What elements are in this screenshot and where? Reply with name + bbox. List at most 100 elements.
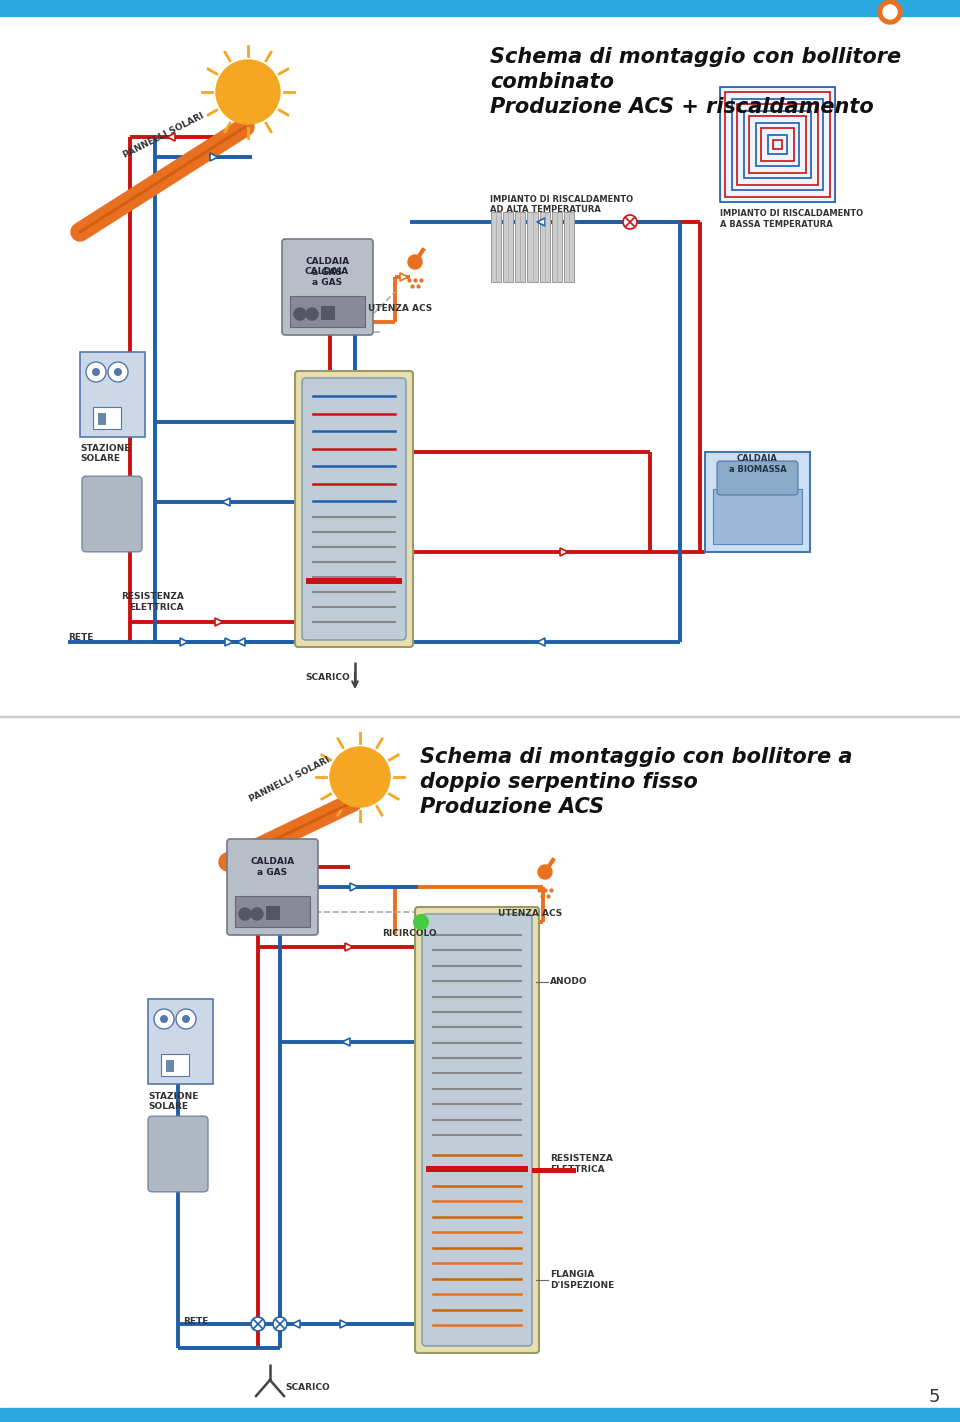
Bar: [705, 452, 810, 552]
FancyBboxPatch shape: [415, 907, 539, 1352]
Circle shape: [160, 1015, 168, 1022]
Polygon shape: [237, 638, 245, 646]
Text: Schema di montaggio con bollitore: Schema di montaggio con bollitore: [490, 47, 901, 67]
Text: combinato: combinato: [490, 73, 614, 92]
Polygon shape: [225, 638, 233, 646]
Polygon shape: [485, 919, 493, 926]
Bar: [732, 100, 823, 191]
Text: UTENZA ACS: UTENZA ACS: [368, 304, 432, 313]
Polygon shape: [350, 883, 358, 892]
Text: FLANGIA
D'ISPEZIONE: FLANGIA D'ISPEZIONE: [550, 1270, 614, 1290]
Text: Produzione ACS: Produzione ACS: [420, 796, 604, 818]
Bar: [552, 212, 562, 282]
Bar: [503, 212, 514, 282]
Bar: [161, 1054, 189, 1076]
Bar: [166, 1059, 174, 1072]
Polygon shape: [215, 619, 223, 626]
Bar: [749, 117, 806, 173]
Text: CALDAIA
a GAS: CALDAIA a GAS: [251, 857, 295, 877]
Polygon shape: [442, 919, 450, 926]
Polygon shape: [400, 273, 408, 282]
Bar: [527, 212, 538, 282]
Text: Produzione ACS + riscaldamento: Produzione ACS + riscaldamento: [490, 97, 874, 117]
Polygon shape: [180, 638, 188, 646]
FancyBboxPatch shape: [282, 239, 373, 336]
Bar: [713, 489, 802, 545]
Bar: [93, 407, 121, 429]
Bar: [737, 104, 818, 185]
FancyBboxPatch shape: [82, 476, 142, 552]
Circle shape: [182, 1015, 190, 1022]
Text: STAZIONE
SOLARE: STAZIONE SOLARE: [80, 444, 131, 464]
Circle shape: [273, 1317, 287, 1331]
Polygon shape: [222, 498, 230, 506]
Polygon shape: [355, 547, 363, 556]
Bar: [0, 0, 960, 16]
Polygon shape: [167, 134, 175, 141]
Text: RETE: RETE: [68, 633, 93, 643]
Circle shape: [86, 363, 106, 383]
Circle shape: [108, 363, 128, 383]
Circle shape: [413, 914, 429, 930]
Bar: [235, 896, 310, 927]
FancyBboxPatch shape: [302, 378, 406, 640]
Circle shape: [878, 0, 902, 24]
FancyBboxPatch shape: [295, 371, 413, 647]
Bar: [321, 306, 335, 320]
Bar: [0, 1408, 960, 1422]
Circle shape: [92, 368, 100, 375]
Text: RETE: RETE: [183, 1318, 208, 1327]
Circle shape: [538, 865, 552, 879]
Polygon shape: [537, 218, 545, 226]
Polygon shape: [210, 154, 218, 161]
Text: SCARICO: SCARICO: [305, 673, 349, 681]
Bar: [306, 577, 402, 584]
Circle shape: [883, 6, 897, 18]
Polygon shape: [560, 547, 568, 556]
Text: IMPIANTO DI RISCALDAMENTO: IMPIANTO DI RISCALDAMENTO: [490, 195, 634, 203]
Bar: [148, 1000, 213, 1084]
Polygon shape: [292, 1320, 300, 1328]
Polygon shape: [395, 448, 403, 456]
Circle shape: [623, 215, 637, 229]
Text: CALDAIA
a BIOMASSA: CALDAIA a BIOMASSA: [729, 454, 786, 474]
Bar: [720, 87, 835, 202]
Bar: [540, 212, 550, 282]
FancyBboxPatch shape: [227, 839, 318, 936]
Text: ANODO: ANODO: [550, 977, 588, 987]
Bar: [516, 212, 525, 282]
Bar: [426, 1166, 528, 1172]
Text: RESISTENZA
ELETTRICA: RESISTENZA ELETTRICA: [121, 593, 184, 611]
Circle shape: [216, 60, 280, 124]
Text: SCARICO: SCARICO: [285, 1384, 329, 1392]
Polygon shape: [537, 638, 545, 646]
Text: STAZIONE
SOLARE: STAZIONE SOLARE: [148, 1092, 199, 1112]
Text: RESISTENZA
ELETTRICA: RESISTENZA ELETTRICA: [550, 1155, 612, 1173]
Circle shape: [114, 368, 122, 375]
Polygon shape: [342, 1038, 350, 1047]
Bar: [768, 135, 787, 154]
Text: IMPIANTO DI RISCALDAMENTO: IMPIANTO DI RISCALDAMENTO: [720, 209, 863, 218]
Text: Schema di montaggio con bollitore a: Schema di montaggio con bollitore a: [420, 747, 852, 766]
Circle shape: [239, 909, 251, 920]
Bar: [744, 111, 811, 178]
Circle shape: [330, 747, 390, 808]
Text: CALDAIA
a GAS: CALDAIA a GAS: [305, 257, 349, 277]
Bar: [491, 212, 501, 282]
Circle shape: [154, 1010, 174, 1030]
Text: AD ALTA TEMPERATURA: AD ALTA TEMPERATURA: [490, 205, 601, 213]
FancyBboxPatch shape: [148, 1116, 208, 1192]
Text: doppio serpentino fisso: doppio serpentino fisso: [420, 772, 698, 792]
Bar: [532, 1167, 576, 1173]
Circle shape: [306, 309, 318, 320]
Text: UTENZA ACS: UTENZA ACS: [498, 909, 563, 919]
Text: PANNELLI SOLARI: PANNELLI SOLARI: [248, 755, 332, 803]
Bar: [80, 353, 145, 437]
Bar: [98, 412, 106, 425]
FancyBboxPatch shape: [422, 914, 532, 1347]
Bar: [564, 212, 574, 282]
Circle shape: [251, 909, 263, 920]
Circle shape: [408, 255, 422, 269]
Text: PANNELLI SOLARI: PANNELLI SOLARI: [122, 111, 205, 161]
Bar: [290, 296, 365, 327]
